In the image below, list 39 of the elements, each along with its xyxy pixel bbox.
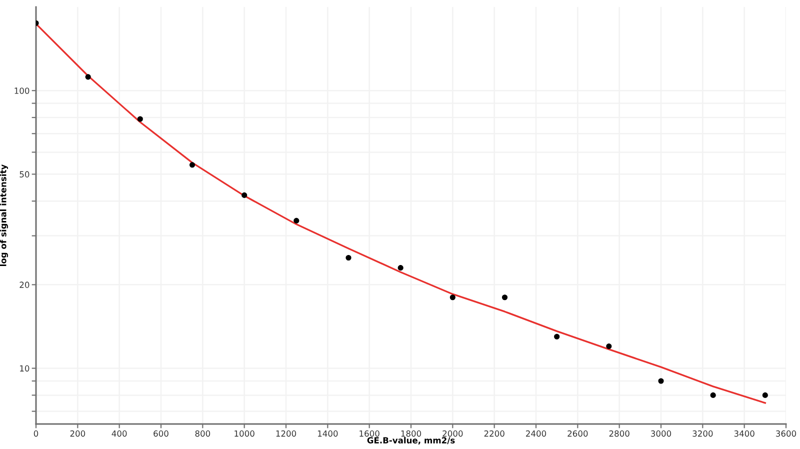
x-tick-label: 3200: [692, 430, 713, 437]
x-tick-label: 2000: [442, 430, 463, 437]
y-tick-label: 10: [20, 365, 30, 372]
point: [710, 392, 716, 398]
x-tick-label: 2800: [609, 430, 630, 437]
y-tick-label: 50: [20, 171, 30, 178]
x-tick-label: 1600: [360, 430, 380, 437]
point: [658, 378, 664, 384]
x-tick-label: 2400: [526, 430, 546, 437]
point: [502, 294, 508, 300]
point: [294, 218, 300, 224]
x-tick-label: 3400: [734, 430, 754, 437]
y-tick-label: 20: [20, 282, 30, 288]
point: [189, 162, 196, 168]
y-axis-title: log of signal intensity: [0, 164, 8, 266]
point: [137, 116, 143, 122]
x-tick-label: 3600: [776, 430, 796, 437]
x-tick-label: 800: [195, 430, 210, 437]
x-tick-label: 1400: [318, 430, 338, 437]
point: [242, 192, 248, 198]
x-tick-label: 200: [70, 430, 86, 437]
point: [398, 265, 404, 271]
x-tick-label: 600: [154, 430, 168, 437]
point: [450, 294, 456, 300]
point: [554, 334, 560, 340]
x-axis-title: GE.B-value, mm2/s: [367, 437, 455, 445]
y-tick-label: 100: [14, 88, 30, 94]
x-tick-label: 1800: [401, 430, 422, 437]
x-tick-label: 3000: [651, 430, 672, 437]
x-tick-label: 2200: [484, 430, 504, 437]
point: [762, 392, 768, 398]
x-tick-label: 0: [34, 430, 38, 437]
x-tick-label: 1200: [276, 430, 296, 437]
point: [606, 344, 612, 350]
x-tick-label: 400: [112, 430, 127, 437]
point: [346, 255, 352, 261]
point: [85, 74, 91, 80]
x-tick-label: 2600: [568, 430, 588, 437]
x-tick-label: 1000: [234, 430, 254, 437]
